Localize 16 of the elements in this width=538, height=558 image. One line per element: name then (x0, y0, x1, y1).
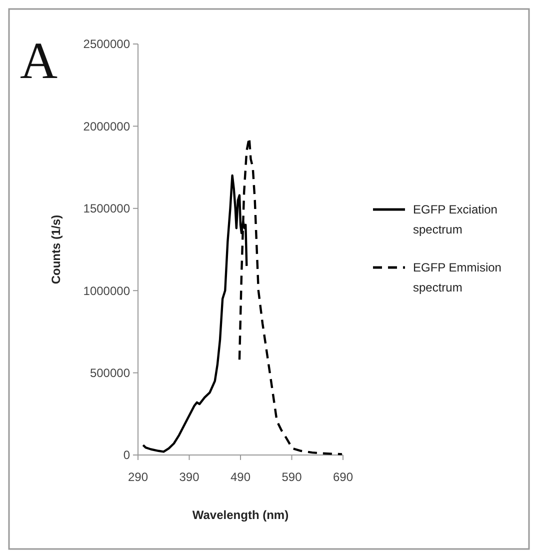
x-axis-title: Wavelength (nm) (192, 508, 289, 522)
y-tick-label: 2500000 (83, 37, 130, 52)
legend-label: EGFP Emmision spectrum (413, 260, 502, 294)
x-tick-label: 390 (179, 470, 200, 484)
legend-label: EGFP Exciation spectrum (413, 202, 498, 236)
y-tick-label: 2000000 (83, 119, 130, 134)
y-tick-label: 1000000 (83, 284, 130, 298)
x-tick-label: 490 (230, 470, 251, 484)
y-axis-title: Counts (1/s) (49, 214, 63, 284)
x-tick-label: 590 (282, 470, 302, 484)
y-tick-label: 500000 (90, 366, 130, 380)
y-tick-label: 1500000 (83, 202, 130, 216)
x-tick-label: 690 (332, 470, 354, 484)
y-tick-label: 0 (123, 448, 130, 462)
text: A (20, 33, 58, 90)
x-tick-label: 290 (128, 470, 148, 484)
